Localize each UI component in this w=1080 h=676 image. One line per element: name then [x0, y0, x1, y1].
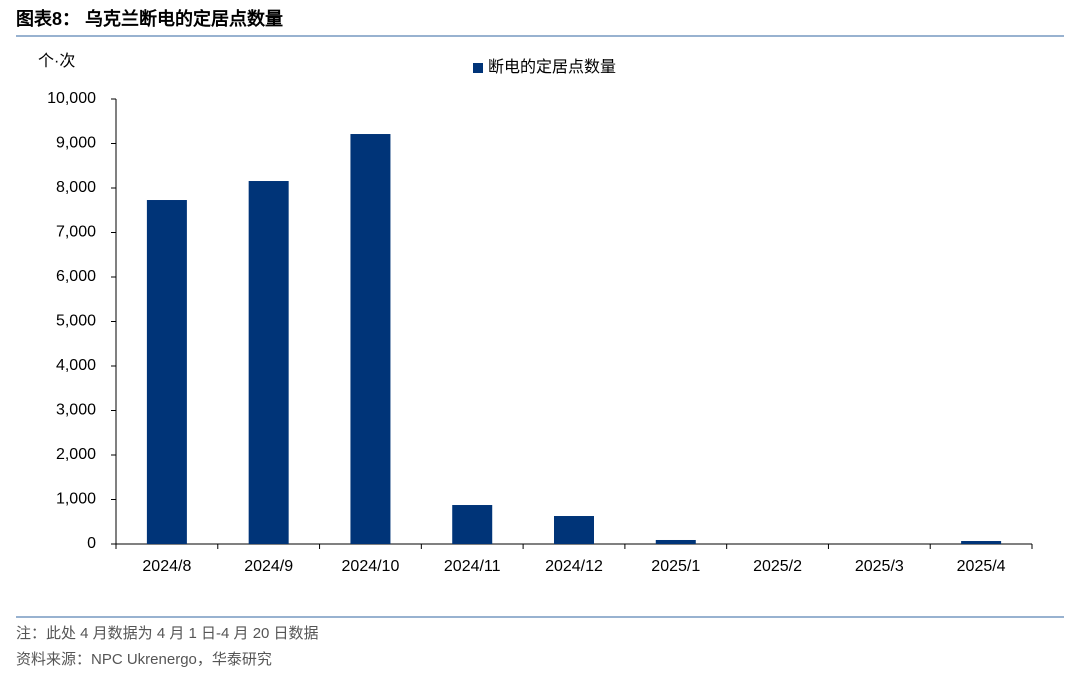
y-tick-label: 10,000 — [47, 90, 96, 107]
source: 资料来源：NPC Ukrenergo，华泰研究 — [16, 651, 272, 668]
bar — [655, 539, 696, 544]
x-tick-label: 2025/3 — [855, 558, 904, 575]
x-tick-label: 2025/1 — [651, 558, 700, 575]
y-tick-label: 0 — [87, 535, 96, 552]
y-tick-label: 6,000 — [56, 268, 96, 285]
y-tick-label: 7,000 — [56, 224, 96, 241]
bar — [961, 541, 1002, 544]
x-tick-label: 2025/2 — [753, 558, 802, 575]
bar — [248, 181, 289, 545]
x-tick-label: 2025/4 — [957, 558, 1006, 575]
legend-swatch — [473, 63, 483, 73]
y-axis-label: 个·次 — [38, 52, 75, 70]
note: 注：此处 4 月数据为 4 月 1 日-4 月 20 日数据 — [16, 625, 319, 642]
chart-title: 图表8： 乌克兰断电的定居点数量 — [16, 8, 283, 29]
y-tick-label: 4,000 — [56, 357, 96, 374]
x-tick-label: 2024/12 — [545, 558, 603, 575]
y-tick-label: 5,000 — [56, 313, 96, 330]
x-tick-label: 2024/10 — [342, 558, 400, 575]
x-tick-label: 2024/11 — [444, 558, 501, 575]
bar — [146, 200, 187, 544]
y-tick-label: 3,000 — [56, 402, 96, 419]
bar — [452, 505, 493, 544]
y-tick-label: 2,000 — [56, 446, 96, 463]
y-tick-label: 1,000 — [56, 491, 96, 508]
y-tick-label: 9,000 — [56, 135, 96, 152]
bar — [554, 516, 594, 544]
bar — [350, 134, 391, 545]
legend-label: 断电的定居点数量 — [488, 58, 616, 76]
x-tick-label: 2024/8 — [142, 558, 191, 575]
x-tick-label: 2024/9 — [244, 558, 293, 575]
y-tick-label: 8,000 — [56, 179, 96, 196]
